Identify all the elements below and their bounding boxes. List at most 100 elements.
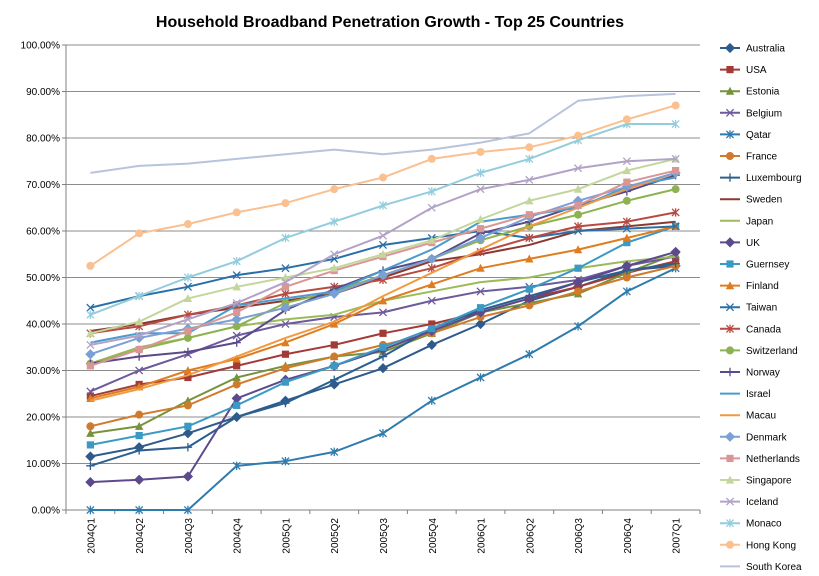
data-point <box>574 222 583 231</box>
legend-label: Canada <box>746 324 781 335</box>
legend-label: Australia <box>746 44 785 55</box>
data-point <box>476 214 485 223</box>
data-point <box>330 217 339 226</box>
data-point <box>330 341 338 349</box>
data-point <box>330 447 339 457</box>
data-point <box>232 338 241 347</box>
data-point <box>232 461 241 471</box>
y-tick-label: 100.00% <box>21 41 61 52</box>
legend-label: Hong Kong <box>746 540 796 551</box>
legend-item-canada: Canada <box>720 324 781 335</box>
data-point <box>281 338 290 347</box>
data-point <box>476 287 485 296</box>
data-point <box>281 264 290 273</box>
legend-label: Taiwan <box>746 303 777 314</box>
data-point <box>428 320 436 328</box>
data-point <box>281 319 290 329</box>
data-point <box>183 505 192 515</box>
legend-label: Singapore <box>746 476 792 487</box>
data-point <box>330 263 339 272</box>
data-point <box>622 217 631 226</box>
data-point <box>233 401 241 409</box>
legend-item-sweden: Sweden <box>720 195 782 206</box>
legend-marker <box>725 108 735 117</box>
chart-title: Household Broadband Penetration Growth -… <box>156 14 624 31</box>
data-point <box>622 115 631 124</box>
data-point <box>135 432 143 440</box>
data-point <box>85 476 96 488</box>
legend-marker <box>726 66 734 74</box>
legend-label: Israel <box>746 389 770 400</box>
data-point <box>378 231 388 240</box>
data-point <box>183 366 193 375</box>
legend-marker <box>726 260 734 268</box>
legend-item-norway: Norway <box>720 368 780 379</box>
data-point <box>135 229 144 238</box>
data-point <box>525 301 534 310</box>
data-point <box>86 340 95 349</box>
data-point <box>378 429 388 438</box>
data-point <box>622 233 632 242</box>
legend-label: Monaco <box>746 519 782 530</box>
legend-item-netherlands: Netherlands <box>720 454 800 465</box>
data-point <box>85 349 96 360</box>
data-point <box>623 239 631 247</box>
y-tick-label: 40.00% <box>26 320 60 331</box>
legend-label: Qatar <box>746 130 772 141</box>
data-point <box>231 314 242 325</box>
data-point <box>671 185 680 194</box>
data-point <box>232 380 241 389</box>
data-point <box>232 208 241 217</box>
legend-label: Belgium <box>746 108 782 119</box>
legend-marker <box>725 475 735 484</box>
legend-item-macau: Macau <box>720 411 776 422</box>
data-point <box>183 315 192 324</box>
data-point <box>232 322 241 331</box>
y-tick-label: 50.00% <box>26 273 60 284</box>
x-tick-label: 2006Q3 <box>574 518 585 554</box>
legend-label: UK <box>746 238 760 249</box>
data-point <box>330 352 339 361</box>
data-point <box>232 282 241 291</box>
data-point <box>86 328 95 337</box>
data-point <box>476 373 485 382</box>
data-point <box>281 456 290 466</box>
legend-item-monaco: Monaco <box>720 519 782 530</box>
data-point <box>378 296 388 305</box>
data-point <box>280 302 291 313</box>
legend-marker <box>724 237 736 248</box>
legend: Australia USA Estonia Belgium Qatar France Lux… <box>720 42 802 573</box>
y-tick-label: 0.00% <box>32 506 60 517</box>
data-point <box>183 443 193 452</box>
x-tick-label: 2004Q4 <box>233 518 244 554</box>
data-point <box>574 131 583 140</box>
data-point <box>86 422 95 431</box>
data-point <box>134 474 145 485</box>
legend-item-luxembourg: Luxembourg <box>720 173 802 184</box>
data-point <box>232 373 241 382</box>
data-point <box>232 271 241 280</box>
data-point <box>183 273 192 282</box>
x-tick-label: 2005Q2 <box>330 518 341 554</box>
legend-item-usa: USA <box>720 65 767 76</box>
data-point <box>377 363 389 374</box>
data-point <box>476 147 485 156</box>
data-point <box>622 287 631 296</box>
series-iceland <box>86 154 680 349</box>
legend-marker <box>724 42 736 54</box>
legend-marker <box>725 173 735 182</box>
series-line-qatar <box>90 267 677 511</box>
legend-item-guernsey: Guernsey <box>720 260 789 271</box>
legend-item-australia: Australia <box>720 42 785 55</box>
data-point <box>135 331 144 340</box>
y-tick-label: 90.00% <box>26 87 60 98</box>
data-point <box>135 291 144 301</box>
series-line-south-korea <box>90 92 676 174</box>
data-point <box>476 263 485 272</box>
data-point <box>184 422 192 430</box>
data-point <box>475 232 486 244</box>
series-south-korea <box>90 92 676 174</box>
x-tick-label: 2006Q1 <box>477 518 488 554</box>
data-point <box>671 259 680 268</box>
